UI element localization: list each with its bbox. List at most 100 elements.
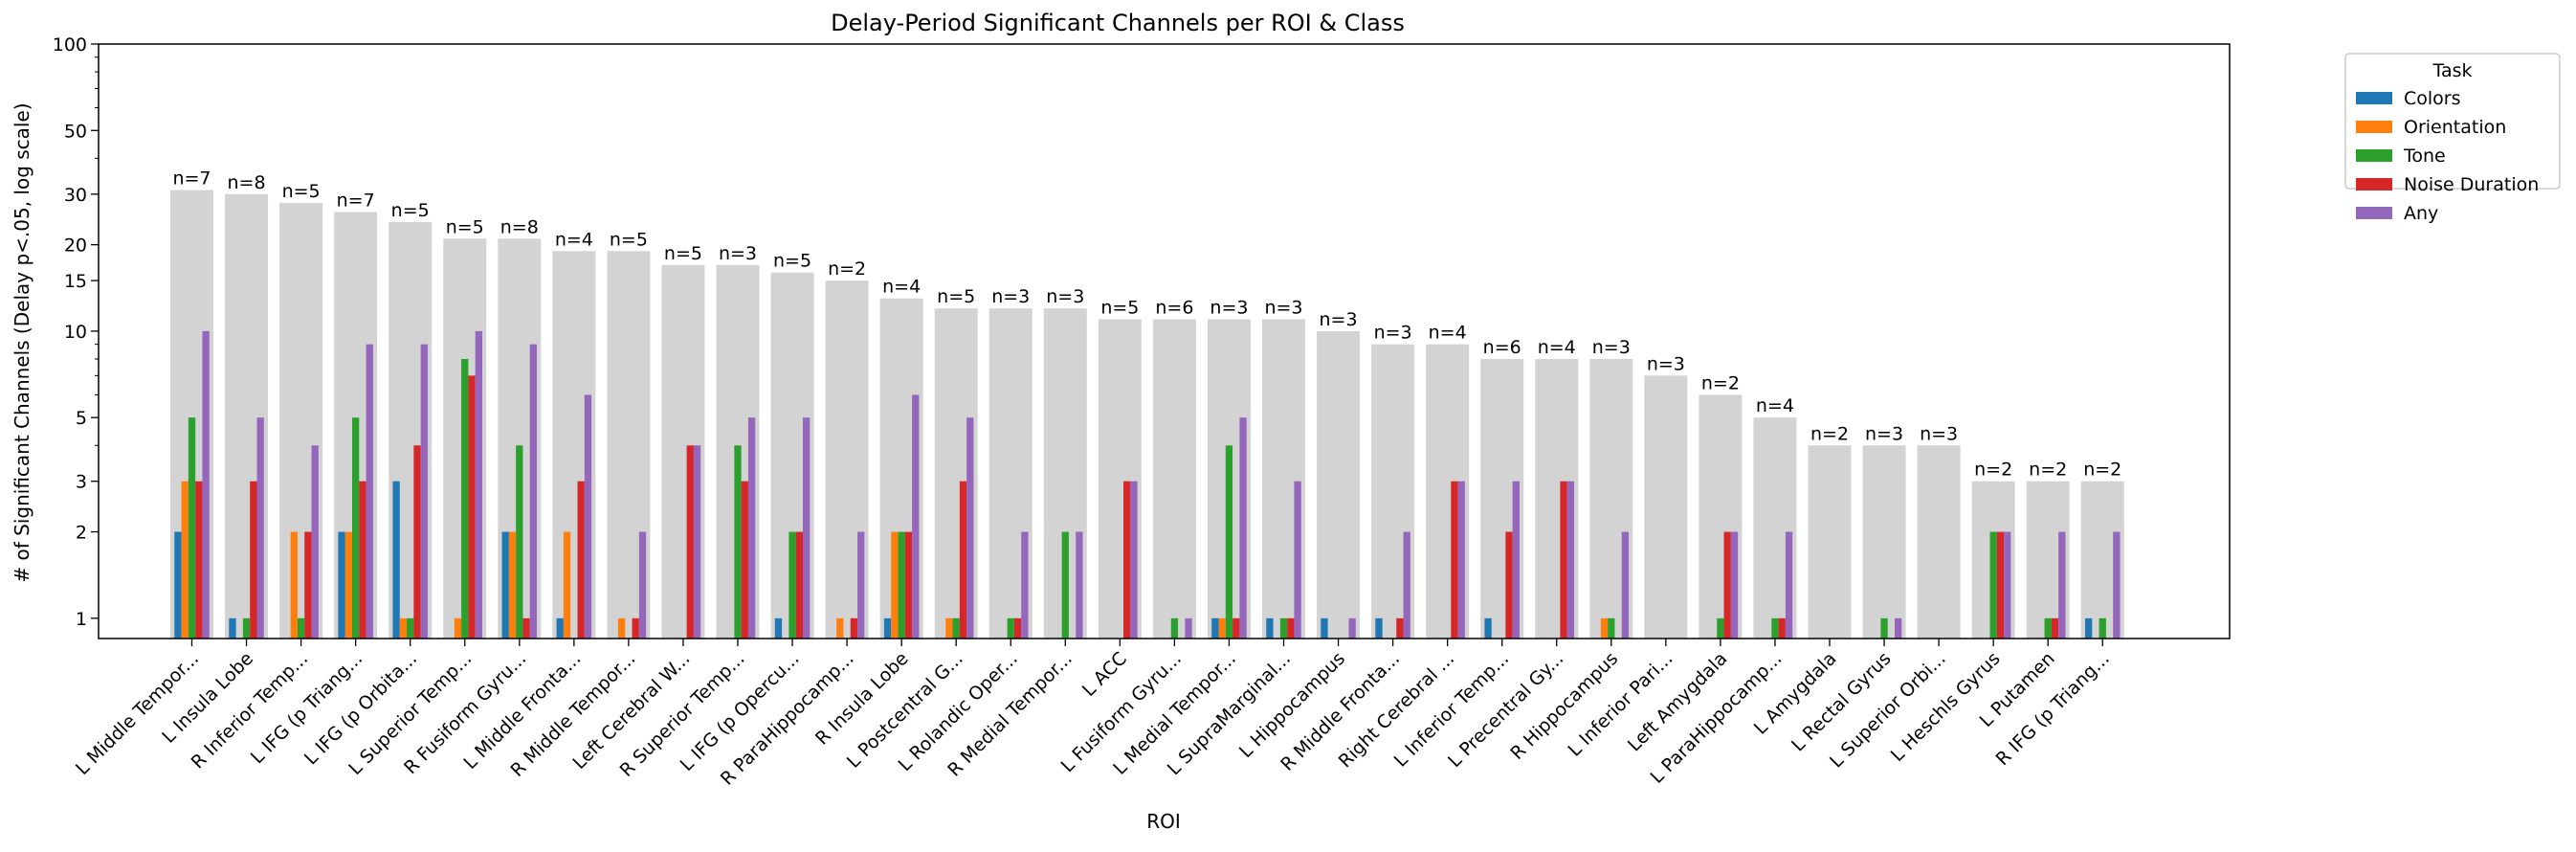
series-bar-colors [229, 617, 236, 639]
series-bar-noise-duration [795, 531, 803, 639]
series-bar-any [475, 330, 482, 639]
series-bar-orientation [617, 617, 626, 639]
y-axis: 1 2 3 5 10 15 20 30 50 100 [53, 34, 99, 630]
series-bar-noise-duration [2051, 617, 2059, 639]
series-bar-any [420, 344, 428, 639]
series-bar-tone [1608, 617, 1615, 639]
bar-annotation: n=5 [1100, 298, 1139, 319]
series-bar-any [584, 394, 592, 639]
series-bar-any [1348, 617, 1356, 639]
x-tick-label: Left Amygdala [1624, 648, 1732, 756]
x-tick-label: L ACC [1078, 648, 1131, 701]
series-bar-noise-duration [522, 617, 530, 639]
legend-box [2344, 53, 2561, 190]
y-tick-label: 3 [76, 472, 87, 493]
series-bar-any [2058, 531, 2066, 639]
x-axis-label: ROI [1146, 810, 1181, 833]
y-tick-label: 30 [64, 185, 87, 206]
series-bar-tone [1717, 617, 1724, 639]
series-bar-noise-duration [468, 375, 476, 639]
y-tick-label: 50 [64, 121, 87, 142]
series-bar-tone [1170, 617, 1179, 639]
series-bar-noise-duration [304, 531, 312, 639]
series-bar-tone [516, 445, 523, 639]
bar-annotation: n=3 [1046, 286, 1084, 307]
series-bar-tone [734, 445, 742, 639]
series-bar-orientation [454, 617, 462, 639]
series-bar-noise-duration [632, 617, 639, 639]
series-bar-any [693, 445, 701, 639]
series-bar-any [966, 417, 974, 639]
y-tick-label: 10 [64, 322, 87, 343]
bar-annotation: n=3 [1264, 298, 1302, 319]
series-bar-tone [898, 531, 905, 639]
chart-title: Delay-Period Significant Channels per RO… [831, 10, 1405, 36]
y-tick-label: 5 [76, 408, 87, 429]
series-bar-orientation [1218, 617, 1226, 639]
series-bar-colors [501, 531, 509, 639]
bar-annotation: n=4 [1429, 323, 1467, 344]
plot-frame [98, 43, 2231, 639]
legend-entry: Any [2404, 203, 2438, 224]
series-bar-any [857, 531, 865, 639]
series-bar-orientation [945, 617, 953, 639]
series-bar-tone [242, 617, 251, 639]
bar-annotation: n=6 [1155, 298, 1193, 319]
series-bar-any [1512, 481, 1520, 639]
bar-annotation: n=3 [991, 286, 1030, 307]
series-bar-noise-duration [250, 481, 257, 639]
bar-annotation: n=4 [1756, 395, 1794, 416]
bar-annotation: n=3 [1210, 298, 1248, 319]
legend: Task Colors Orientation Tone Noise Duration… [2344, 53, 2561, 224]
series-bar-tone [1061, 531, 1069, 639]
series-bar-noise-duration [195, 481, 203, 639]
series-bar-any [311, 445, 319, 639]
bar-annotation: n=6 [1483, 337, 1521, 358]
series-bar-noise-duration [1996, 531, 2005, 639]
bar-annotation: n=2 [1974, 460, 2012, 481]
bar-annotation: n=2 [828, 258, 866, 280]
series-bar-noise-duration [1723, 531, 1731, 639]
series-bar-noise-duration [1505, 531, 1513, 639]
series-bar-any [1294, 481, 1301, 639]
total-bar [1808, 445, 1852, 639]
legend-swatch [2356, 207, 2392, 219]
bar-annotation: n=3 [1865, 423, 1903, 444]
series-bar-colors [392, 481, 400, 639]
series-bar-colors [1484, 617, 1492, 639]
series-bar-noise-duration [850, 617, 858, 639]
bar-annotation: n=5 [664, 243, 702, 264]
series-bar-tone [352, 417, 360, 639]
bar-annotation: n=8 [228, 172, 266, 193]
bar-annotation: n=5 [773, 251, 811, 272]
series-bar-any [2004, 531, 2011, 639]
series-bar-noise-duration [1013, 617, 1022, 639]
series-bar-tone [1771, 617, 1779, 639]
y-axis-label: # of Significant Channels (Delay p<.05, … [11, 102, 33, 582]
legend-swatch [2356, 149, 2392, 162]
series-bar-orientation [344, 531, 352, 639]
legend-swatch [2356, 178, 2392, 191]
series-bar-noise-duration [904, 531, 913, 639]
series-bar-any [1621, 531, 1630, 639]
series-bar-orientation [399, 617, 408, 639]
series-bar-orientation [290, 531, 298, 639]
series-bar-colors [1266, 617, 1274, 639]
series-bar-noise-duration [1778, 617, 1786, 639]
bar-annotation: n=3 [1320, 309, 1358, 330]
bar-annotation: n=4 [1538, 337, 1576, 358]
bar-annotation: n=5 [446, 216, 484, 237]
series-bar-tone [2099, 617, 2106, 639]
series-bar-any [638, 531, 647, 639]
series-bar-tone [952, 617, 960, 639]
series-bar-colors [338, 531, 345, 639]
legend-entry: Colors [2404, 88, 2461, 109]
series-bar-orientation [563, 531, 571, 639]
series-bar-noise-duration [686, 445, 694, 639]
series-bar-any [1403, 531, 1410, 639]
bar-annotation: n=3 [1592, 337, 1631, 358]
series-bar-orientation [181, 481, 189, 639]
bar-annotation: n=5 [937, 286, 975, 307]
bar-annotation: n=7 [337, 190, 375, 211]
series-bar-any [1566, 481, 1574, 639]
